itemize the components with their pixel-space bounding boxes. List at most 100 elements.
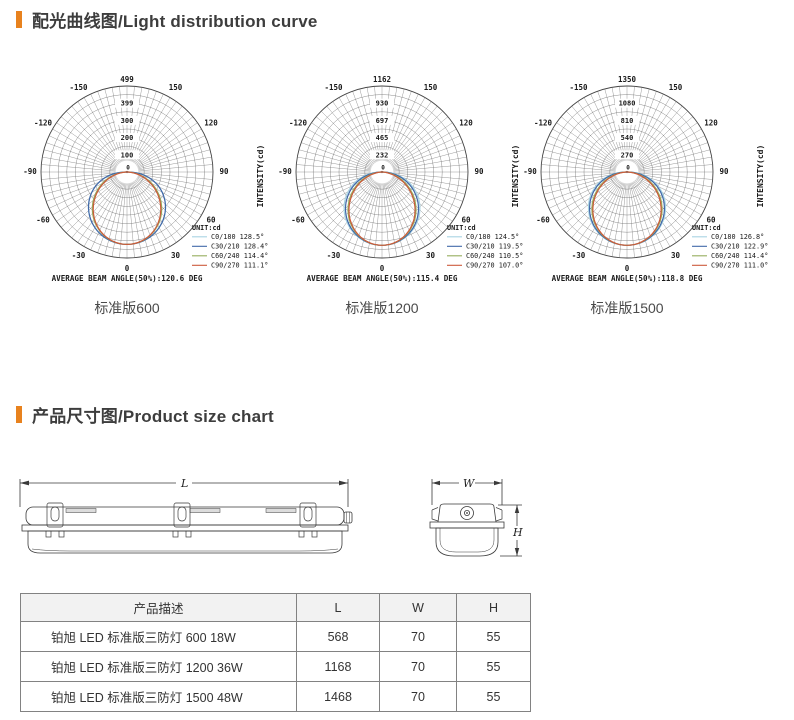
angle-tick-label: 30 bbox=[171, 251, 181, 260]
angle-tick-label: -30 bbox=[327, 251, 341, 260]
angle-tick-label: -90 bbox=[23, 167, 37, 176]
product-description-cell: 铂旭 LED 标准版三防灯 1200 36W bbox=[20, 651, 297, 682]
chart-text: 100 bbox=[121, 151, 134, 159]
angle-tick-label: -120 bbox=[34, 119, 53, 128]
light-distribution-chart-3: 270 540 810 1080 1350 0 -150 -120 -90 -60 -30 0 30 60… bbox=[506, 75, 794, 326]
dimension-value-cell: 55 bbox=[456, 621, 531, 652]
angle-tick-label: 30 bbox=[426, 251, 436, 260]
legend-entry-label: C60/240 114.4° bbox=[711, 252, 768, 260]
angle-tick-label: -60 bbox=[536, 216, 550, 225]
legend-entry-label: C30/210 128.4° bbox=[211, 243, 268, 251]
angle-tick-label: 90 bbox=[719, 167, 729, 176]
intensity-axis-label: INTENSITY(cd) bbox=[511, 145, 520, 208]
angle-tick-label: 30 bbox=[671, 251, 681, 260]
angle-tick-label: 120 bbox=[204, 119, 218, 128]
chart-text: 540 bbox=[621, 134, 634, 142]
chart-text: 1080 bbox=[619, 100, 636, 108]
dimension-value-cell: 568 bbox=[296, 621, 380, 652]
chart-text: 1162 bbox=[373, 76, 391, 84]
angle-tick-label: 150 bbox=[424, 83, 438, 92]
size-table-header-cell: H bbox=[456, 593, 531, 622]
accent-bar-icon bbox=[16, 406, 22, 423]
dimension-value-cell: 70 bbox=[379, 621, 457, 652]
angle-tick-label: 120 bbox=[459, 119, 473, 128]
size-table-row: 铂旭 LED 标准版三防灯 1200 36W 1168 70 55 bbox=[20, 651, 531, 682]
legend-entry-label: C60/240 114.4° bbox=[211, 252, 268, 260]
angle-tick-label: -150 bbox=[569, 83, 588, 92]
size-table-header-cell: 产品描述 bbox=[20, 593, 297, 622]
dimension-value-cell: 55 bbox=[456, 681, 531, 712]
average-beam-angle-label: AVERAGE BEAM ANGLE(50%):120.6 DEG bbox=[52, 274, 203, 283]
curve-c90-270 bbox=[92, 171, 162, 246]
side-view-drawing bbox=[19, 479, 353, 554]
chart-text: 1350 bbox=[618, 76, 637, 84]
angle-tick-label: 150 bbox=[669, 83, 683, 92]
angle-tick-label: 60 bbox=[706, 216, 716, 225]
chart-text: 0 bbox=[626, 165, 630, 172]
curve-c90-270 bbox=[348, 171, 416, 246]
legend-entry-label: C90/270 107.0° bbox=[466, 262, 523, 270]
legend-entry-label: C0/180 128.5° bbox=[211, 233, 264, 241]
angle-tick-label: 0 bbox=[380, 264, 385, 273]
legend-entry-label: C0/180 124.5° bbox=[466, 233, 519, 241]
angle-tick-label: 60 bbox=[206, 216, 216, 225]
accent-bar-icon bbox=[16, 11, 22, 28]
light-distribution-charts-row: 100 200 300 399 499 0 -150 -120 -90 -60 -30 0 30 60 90… bbox=[0, 75, 794, 326]
section-header-product-size: 产品尺寸图/Product size chart bbox=[16, 402, 274, 427]
chart-text: 499 bbox=[120, 76, 134, 84]
legend-unit-label: UNIT:cd bbox=[447, 224, 476, 232]
chart-text: 399 bbox=[121, 100, 134, 108]
angle-tick-label: 0 bbox=[125, 264, 130, 273]
angle-tick-label: 90 bbox=[219, 167, 229, 176]
legend-entry-label: C90/270 111.0° bbox=[711, 262, 768, 270]
end-view-height-dim-label: H bbox=[512, 526, 523, 539]
intensity-axis-label: INTENSITY(cd) bbox=[756, 145, 765, 208]
chart-caption: 标准版1200 bbox=[345, 300, 419, 316]
angle-tick-label: 90 bbox=[474, 167, 484, 176]
dimension-value-cell: 1168 bbox=[296, 651, 380, 682]
angle-tick-label: -120 bbox=[534, 119, 553, 128]
chart-text: 0 bbox=[381, 165, 385, 172]
polar-chart-svg: 232 465 697 930 1162 0 -150 -120 -90 -60 -30 0 30 60 9… bbox=[278, 75, 523, 283]
chart-text: 300 bbox=[121, 117, 134, 125]
end-view-width-dim-label: W bbox=[463, 477, 476, 490]
legend-entry-label: C30/210 122.9° bbox=[711, 243, 768, 251]
polar-chart-svg: 100 200 300 399 499 0 -150 -120 -90 -60 -30 0 30 60 90… bbox=[23, 75, 268, 283]
legend-unit-label: UNIT:cd bbox=[192, 224, 221, 232]
angle-tick-label: -90 bbox=[278, 167, 292, 176]
angle-tick-label: -90 bbox=[523, 167, 537, 176]
intensity-axis-label: INTENSITY(cd) bbox=[256, 145, 265, 208]
chart-text: 232 bbox=[376, 151, 389, 159]
angle-tick-label: 60 bbox=[461, 216, 471, 225]
chart-caption: 标准版1500 bbox=[590, 300, 664, 316]
dimension-value-cell: 70 bbox=[379, 651, 457, 682]
average-beam-angle-label: AVERAGE BEAM ANGLE(50%):115.4 DEG bbox=[307, 274, 458, 283]
chart-text: 200 bbox=[121, 134, 134, 142]
size-table-header-cell: L bbox=[296, 593, 380, 622]
size-table-row: 铂旭 LED 标准版三防灯 1500 48W 1468 70 55 bbox=[20, 681, 531, 712]
chart-text: 270 bbox=[621, 151, 634, 159]
size-table-header-cell: W bbox=[379, 593, 457, 622]
product-dimension-drawings: L W bbox=[19, 477, 523, 557]
chart-text: 465 bbox=[376, 134, 389, 142]
angle-tick-label: -120 bbox=[289, 119, 308, 128]
average-beam-angle-label: AVERAGE BEAM ANGLE(50%):118.8 DEG bbox=[552, 274, 703, 283]
section-title-light-distribution: 配光曲线图/Light distribution curve bbox=[32, 12, 318, 31]
legend-entry-label: C30/210 119.5° bbox=[466, 243, 523, 251]
end-view-drawing bbox=[429, 479, 522, 557]
angle-tick-label: -60 bbox=[36, 216, 50, 225]
angle-tick-label: -30 bbox=[72, 251, 86, 260]
chart-text: 810 bbox=[621, 117, 634, 125]
section-header-light-distribution: 配光曲线图/Light distribution curve bbox=[16, 7, 318, 32]
chart-caption: 标准版600 bbox=[94, 300, 160, 316]
section-title-product-size: 产品尺寸图/Product size chart bbox=[32, 407, 274, 426]
chart-text: 930 bbox=[376, 100, 389, 108]
angle-tick-label: 120 bbox=[704, 119, 718, 128]
light-distribution-chart-2: 232 465 697 930 1162 0 -150 -120 -90 -60 -30 0 30 60 9… bbox=[261, 75, 553, 326]
curve-c90-270 bbox=[592, 171, 662, 246]
dimension-value-cell: 70 bbox=[379, 681, 457, 712]
chart-text: 697 bbox=[376, 117, 389, 125]
angle-tick-label: -150 bbox=[324, 83, 343, 92]
dimension-value-cell: 1468 bbox=[296, 681, 380, 712]
